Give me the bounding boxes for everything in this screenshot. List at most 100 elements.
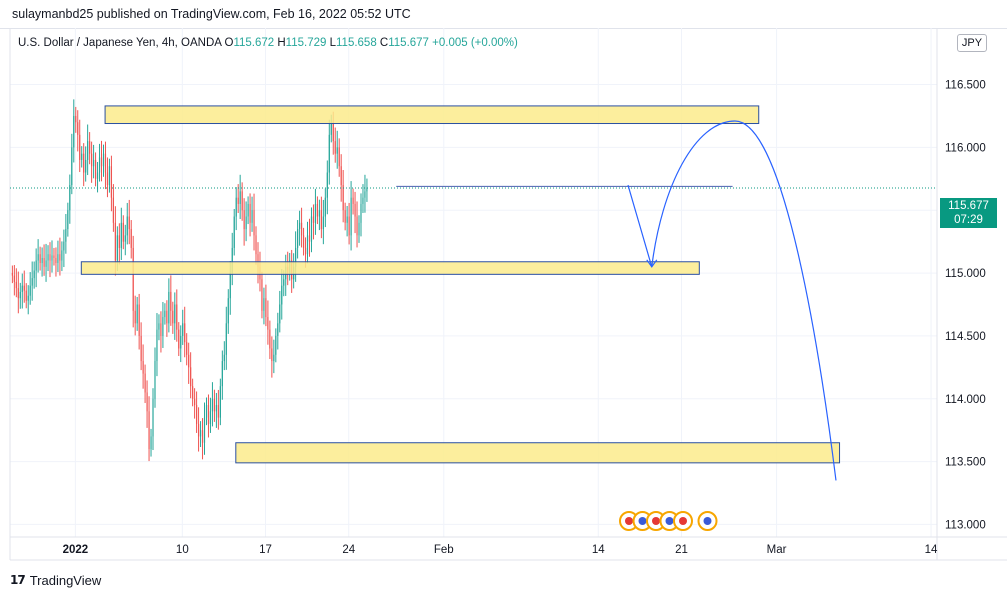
candle: [104, 141, 107, 190]
candle: [318, 199, 320, 231]
candle: [251, 196, 253, 232]
candle-body: [27, 295, 29, 301]
candle-body: [332, 122, 334, 142]
candle: [297, 220, 299, 259]
candle-body: [300, 222, 303, 236]
candle: [170, 275, 172, 326]
candle-body: [312, 216, 315, 223]
candle: [342, 170, 344, 223]
candle-body: [126, 216, 128, 236]
candle: [118, 223, 120, 265]
candle: [47, 245, 49, 272]
candle-body: [364, 191, 366, 198]
legend-symbol: U.S. Dollar / Japanese Yen, 4h, OANDA: [18, 37, 224, 49]
candle: [33, 261, 35, 289]
candle: [158, 314, 160, 341]
candle: [336, 130, 338, 169]
candle: [207, 394, 210, 438]
candle-body: [98, 157, 101, 173]
candle-body: [229, 273, 231, 299]
candle-body: [134, 310, 136, 324]
candle-body: [366, 187, 368, 192]
candle: [61, 241, 63, 272]
candle: [132, 235, 134, 328]
candle-body: [247, 203, 249, 217]
candle: [217, 389, 219, 430]
projection-arrow-icon: [646, 259, 658, 268]
legend-low-label: L: [330, 37, 337, 49]
candle: [174, 292, 176, 340]
candle-body: [47, 254, 49, 261]
candle-body: [174, 304, 176, 324]
candle-body: [245, 216, 247, 230]
x-tick-label: Mar: [767, 544, 787, 556]
candle-body: [281, 285, 283, 305]
candle: [267, 300, 269, 345]
candle-body: [231, 247, 233, 274]
candle-body: [263, 298, 265, 311]
candle: [362, 184, 364, 213]
candle: [130, 220, 132, 259]
candle-body: [348, 216, 350, 236]
candle-body: [251, 210, 253, 223]
symbol-legend: U.S. Dollar / Japanese Yen, 4h, OANDA O1…: [18, 37, 518, 49]
candle-body: [342, 185, 344, 211]
candle-body: [136, 304, 138, 324]
footer: 17 TradingView: [10, 571, 101, 589]
candle: [108, 158, 111, 193]
candle: [302, 227, 305, 256]
candle-body: [35, 260, 37, 271]
candle: [324, 188, 326, 228]
event-flag-dot: [679, 517, 687, 525]
candle-body: [192, 386, 194, 399]
candle: [168, 278, 170, 333]
candle: [29, 272, 31, 305]
candle: [160, 311, 162, 353]
candle: [326, 160, 328, 215]
candle-body: [83, 153, 85, 173]
candle-body: [219, 386, 221, 418]
legend-high-label: H: [277, 37, 285, 49]
candle: [164, 303, 166, 325]
candle-body: [213, 398, 216, 412]
candle: [89, 132, 91, 165]
candle: [67, 202, 69, 237]
candle: [245, 201, 247, 242]
candle-body: [63, 241, 65, 251]
candle-body: [114, 222, 116, 261]
candle: [247, 196, 249, 225]
candle-body: [362, 197, 364, 204]
candle-body: [166, 310, 168, 324]
candle-body: [350, 197, 352, 236]
candle-body: [118, 235, 120, 248]
legend-open-label: O: [224, 37, 233, 49]
candle-body: [150, 436, 152, 450]
candle-body: [55, 257, 57, 264]
candle-body: [207, 405, 210, 424]
candle: [73, 99, 75, 163]
candle: [249, 193, 251, 237]
candle-body: [156, 329, 158, 362]
candle-body: [148, 411, 150, 450]
legend-open-value: 115.672: [233, 37, 277, 49]
candle: [352, 188, 354, 215]
candle-body: [176, 304, 178, 330]
candle: [154, 347, 156, 408]
currency-button[interactable]: JPY: [957, 34, 987, 52]
candle-body: [138, 304, 140, 336]
candle-body: [330, 122, 332, 135]
candle-body: [203, 417, 206, 443]
zone-rectangle: [104, 105, 760, 125]
candle: [180, 325, 182, 363]
candle-body: [205, 405, 208, 418]
candle: [203, 402, 206, 455]
candle: [269, 320, 271, 360]
candle: [112, 184, 114, 232]
candle: [275, 328, 277, 363]
candle: [233, 208, 235, 256]
candle: [188, 342, 190, 384]
candle-body: [217, 405, 219, 418]
candle-body: [100, 157, 103, 167]
candle-body: [59, 254, 61, 261]
